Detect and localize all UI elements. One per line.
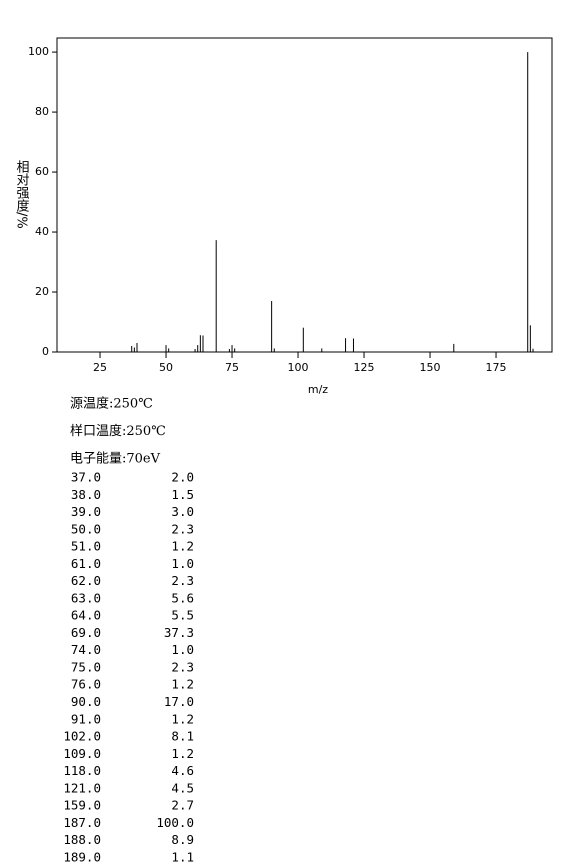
- table-cell: 4.5: [171, 780, 194, 795]
- table-cell: 61.0: [71, 556, 101, 571]
- table-cell: 4.6: [171, 763, 194, 778]
- table-cell: 1.2: [171, 539, 194, 554]
- info-line: 电子能量:70eV: [70, 452, 161, 467]
- table-cell: 1.5: [171, 487, 194, 502]
- y-tick-label: 20: [35, 285, 49, 298]
- table-cell: 1.0: [171, 642, 194, 657]
- table-cell: 37.3: [164, 625, 194, 640]
- table-cell: 1.2: [171, 746, 194, 761]
- table-cell: 62.0: [71, 573, 101, 588]
- x-axis-label: m/z: [308, 383, 328, 396]
- table-cell: 5.6: [171, 590, 194, 605]
- table-cell: 2.3: [171, 659, 194, 674]
- table-cell: 5.5: [171, 608, 194, 623]
- info-line: 源温度:250℃: [70, 396, 153, 412]
- info-line: 样口温度:250℃: [70, 423, 166, 439]
- y-tick-label: 80: [35, 105, 49, 118]
- table-cell: 1.2: [171, 711, 194, 726]
- table-cell: 90.0: [71, 694, 101, 709]
- table-cell: 188.0: [63, 832, 101, 847]
- table-cell: 2.7: [171, 798, 194, 813]
- table-cell: 63.0: [71, 590, 101, 605]
- table-cell: 159.0: [63, 798, 101, 813]
- table-cell: 2.3: [171, 573, 194, 588]
- x-tick-label: 125: [354, 361, 375, 374]
- table-cell: 1.1: [171, 849, 194, 864]
- table-cell: 51.0: [71, 539, 101, 554]
- table-cell: 50.0: [71, 521, 101, 536]
- y-tick-label: 40: [35, 225, 49, 238]
- table-cell: 8.1: [171, 729, 194, 744]
- table-cell: 91.0: [71, 711, 101, 726]
- table-cell: 102.0: [63, 729, 101, 744]
- table-cell: 2.0: [171, 470, 194, 485]
- table-cell: 3.0: [171, 504, 194, 519]
- table-cell: 1.2: [171, 677, 194, 692]
- table-cell: 69.0: [71, 625, 101, 640]
- x-tick-label: 50: [159, 361, 173, 374]
- table-cell: 1.0: [171, 556, 194, 571]
- x-tick-label: 150: [420, 361, 441, 374]
- table-cell: 37.0: [71, 470, 101, 485]
- y-tick-label: 100: [28, 45, 49, 58]
- table-cell: 74.0: [71, 642, 101, 657]
- table-cell: 38.0: [71, 487, 101, 502]
- plot-frame: [56, 37, 553, 353]
- table-cell: 76.0: [71, 677, 101, 692]
- x-tick-label: 100: [288, 361, 309, 374]
- x-tick-label: 175: [486, 361, 507, 374]
- y-tick-label: 60: [35, 165, 49, 178]
- table-cell: 8.9: [171, 832, 194, 847]
- table-cell: 118.0: [63, 763, 101, 778]
- table-cell: 75.0: [71, 659, 101, 674]
- table-cell: 17.0: [164, 694, 194, 709]
- x-tick-label: 75: [225, 361, 239, 374]
- table-cell: 100.0: [156, 815, 194, 830]
- table-cell: 2.3: [171, 521, 194, 536]
- table-cell: 121.0: [63, 780, 101, 795]
- y-tick-label: 0: [42, 345, 49, 358]
- table-cell: 64.0: [71, 608, 101, 623]
- y-axis-label: 相对强度/%: [14, 160, 30, 229]
- table-cell: 187.0: [63, 815, 101, 830]
- table-cell: 189.0: [63, 849, 101, 864]
- x-tick-label: 25: [93, 361, 107, 374]
- table-cell: 109.0: [63, 746, 101, 761]
- table-cell: 39.0: [71, 504, 101, 519]
